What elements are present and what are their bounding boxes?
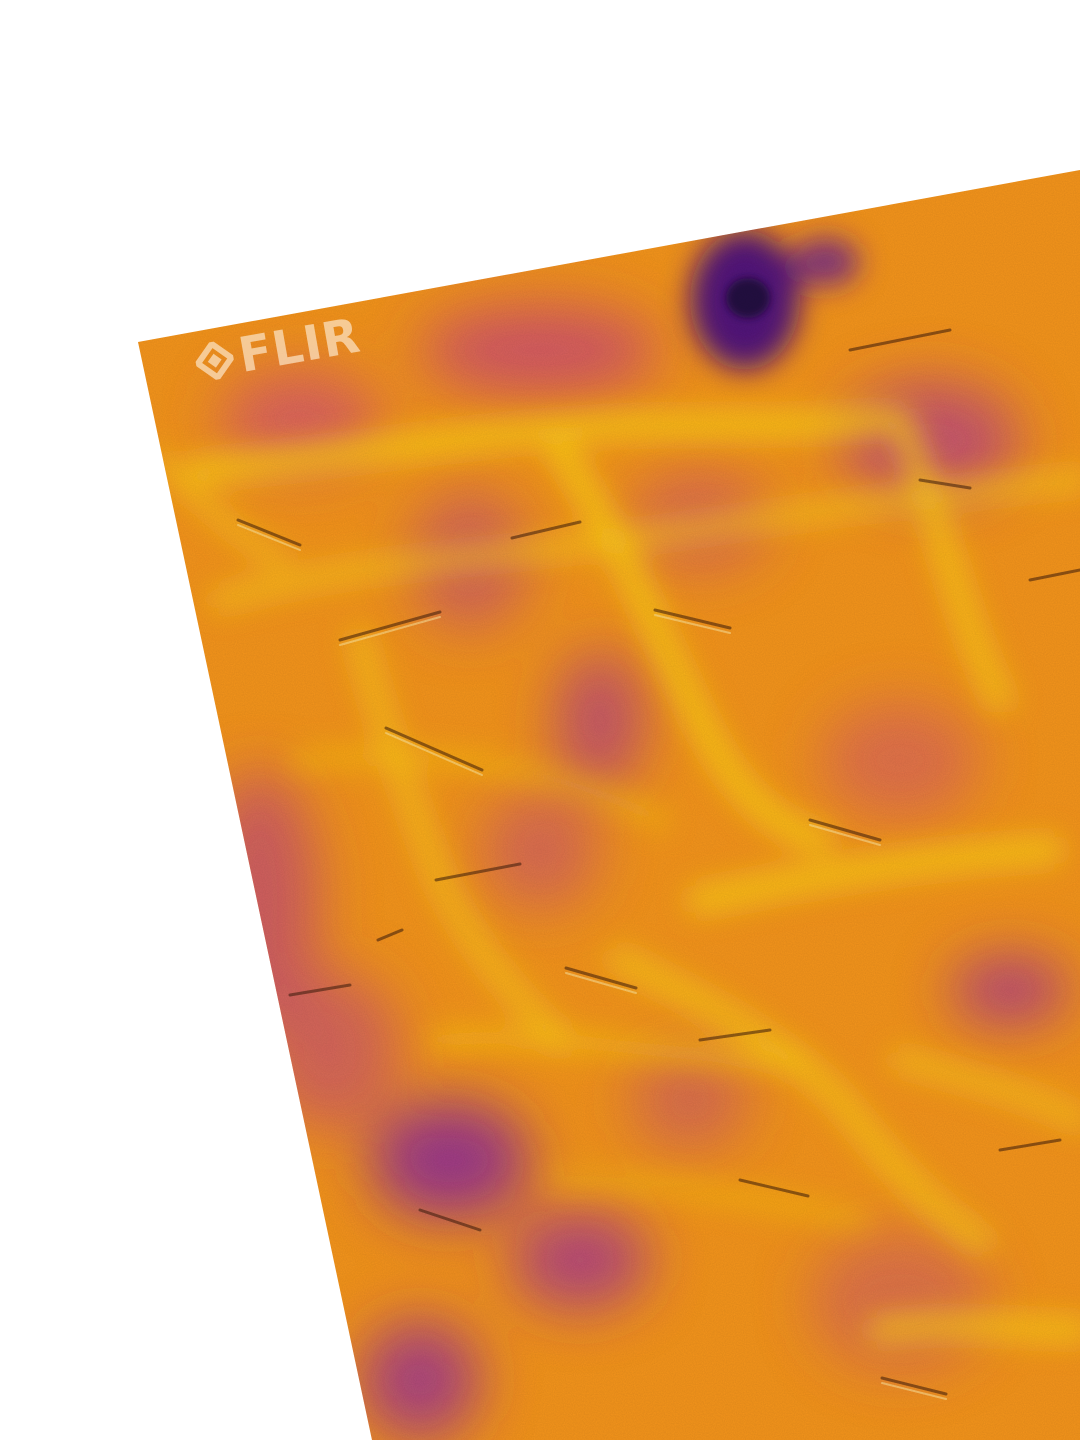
flir-diamond-icon: [193, 339, 237, 383]
flir-logo: FLIR: [192, 308, 365, 388]
